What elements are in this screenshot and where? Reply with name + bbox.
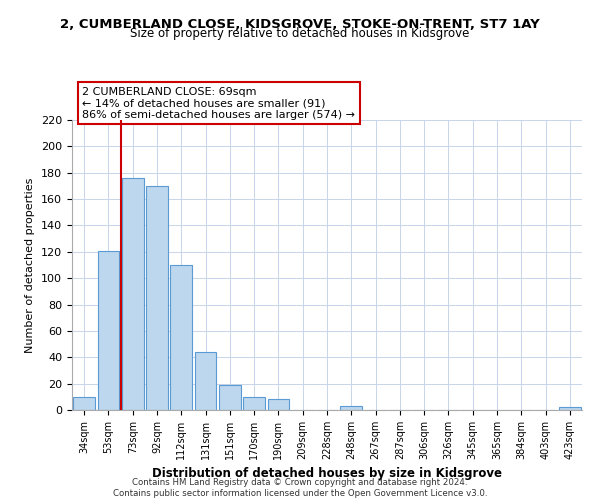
Text: 2 CUMBERLAND CLOSE: 69sqm
← 14% of detached houses are smaller (91)
86% of semi-: 2 CUMBERLAND CLOSE: 69sqm ← 14% of detac… [82,87,355,120]
Bar [146,186,168,410]
Bar [73,397,95,410]
Y-axis label: Number of detached properties: Number of detached properties [25,178,35,352]
Bar [97,250,119,410]
Text: Contains HM Land Registry data © Crown copyright and database right 2024.
Contai: Contains HM Land Registry data © Crown c… [113,478,487,498]
Bar [243,397,265,410]
Bar [219,385,241,410]
Bar [559,408,581,410]
Bar [340,406,362,410]
Text: 2, CUMBERLAND CLOSE, KIDSGROVE, STOKE-ON-TRENT, ST7 1AY: 2, CUMBERLAND CLOSE, KIDSGROVE, STOKE-ON… [60,18,540,30]
Text: Size of property relative to detached houses in Kidsgrove: Size of property relative to detached ho… [130,28,470,40]
Bar [122,178,143,410]
X-axis label: Distribution of detached houses by size in Kidsgrove: Distribution of detached houses by size … [152,468,502,480]
Bar [194,352,217,410]
Bar [268,400,289,410]
Bar [170,265,192,410]
